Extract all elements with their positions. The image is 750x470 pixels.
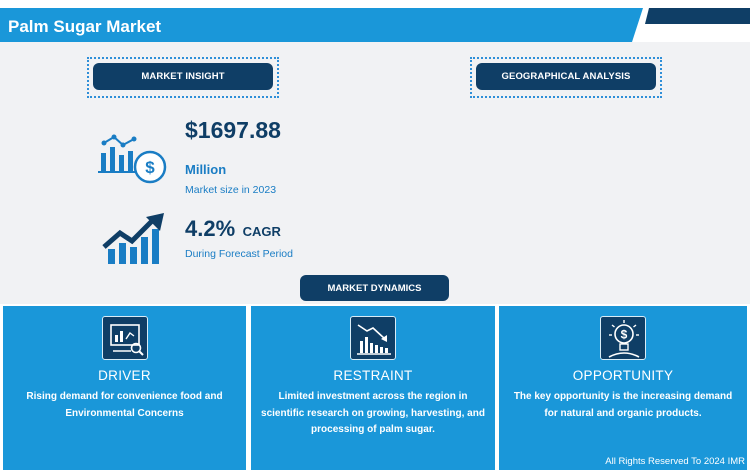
market-dynamics-header: MARKET DYNAMICS: [300, 275, 449, 301]
opportunity-panel: $ OPPORTUNITY The key opportunity is the…: [499, 306, 747, 470]
driver-text: Rising demand for convenience food and E…: [26, 391, 223, 419]
panel-divider: [496, 306, 498, 470]
panel-divider: [248, 306, 250, 470]
opportunity-text: The key opportunity is the increasing de…: [513, 391, 733, 419]
copyright-footer: All Rights Reserved To 2024 IMR: [605, 456, 745, 467]
cagr-value: 4.2%: [185, 216, 236, 241]
forecast-label: During Forecast Period: [185, 248, 293, 260]
cagr-label: CAGR: [242, 224, 281, 239]
geographical-analysis-header: GEOGRAPHICAL ANALYSIS: [470, 57, 662, 98]
dollar-bulb-icon: $: [600, 316, 646, 360]
driver-title: DRIVER: [98, 368, 151, 383]
svg-text:$: $: [621, 328, 628, 342]
market-size-label: Market size in 2023: [185, 184, 277, 196]
restraint-text: Limited investment across the region in …: [261, 391, 485, 435]
market-insight-label: MARKET INSIGHT: [93, 63, 273, 90]
cagr-row: 4.2% CAGR: [185, 216, 281, 242]
growth-chart-icon: [102, 213, 168, 270]
analytics-board-icon: [101, 316, 148, 360]
market-size-unit: Million: [185, 162, 227, 177]
market-insight-header: MARKET INSIGHT: [87, 57, 279, 98]
page-title: Palm Sugar Market: [8, 17, 162, 36]
declining-chart-icon: [350, 316, 396, 360]
market-size-icon: $: [98, 133, 168, 190]
restraint-title: RESTRAINT: [333, 368, 413, 383]
restraint-panel: RESTRAINT Limited investment across the …: [251, 306, 495, 470]
geographical-analysis-label: GEOGRAPHICAL ANALYSIS: [476, 63, 656, 90]
driver-panel: DRIVER Rising demand for convenience foo…: [3, 306, 246, 470]
svg-text:$: $: [145, 158, 155, 177]
opportunity-title: OPPORTUNITY: [572, 368, 674, 383]
title-bar: Palm Sugar Market: [0, 0, 750, 42]
market-size-value: $1697.88: [185, 117, 281, 143]
